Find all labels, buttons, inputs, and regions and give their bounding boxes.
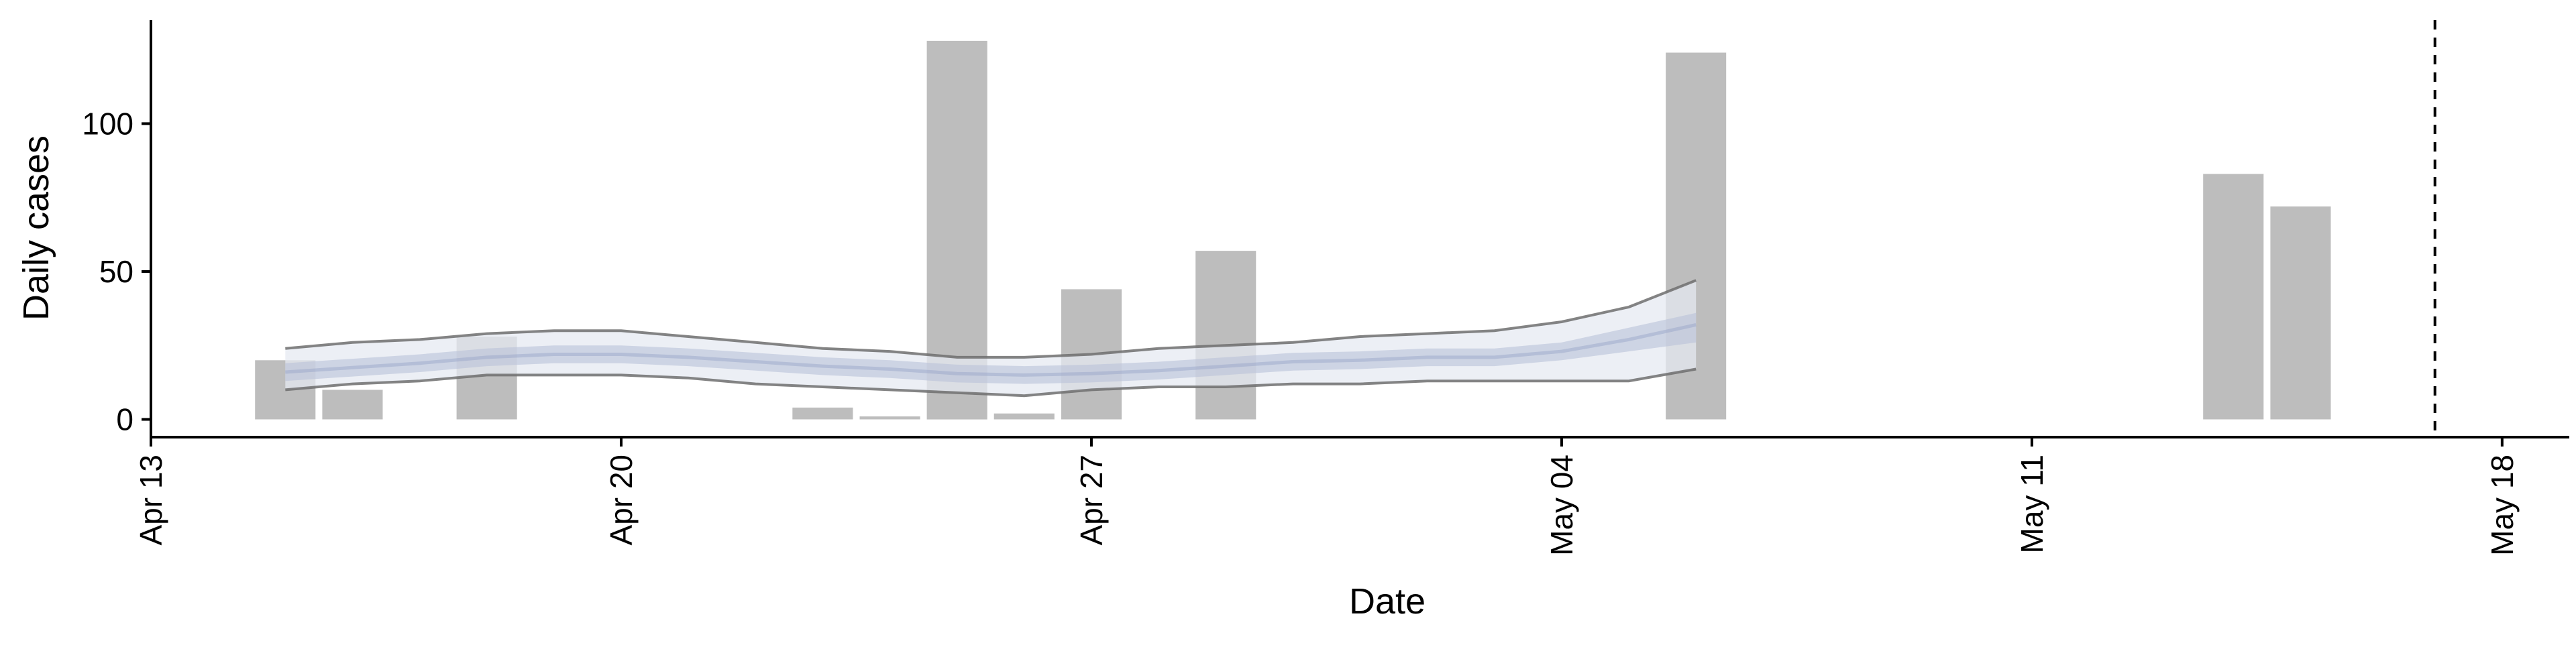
bar	[859, 416, 920, 420]
x-tick-label: May 11	[2015, 455, 2049, 553]
x-tick-label: Apr 20	[604, 455, 639, 546]
y-tick-label: 0	[116, 402, 133, 437]
y-axis-title: Daily cases	[16, 135, 56, 320]
estimate-upper-line	[285, 279, 1697, 359]
y-tick-label: 100	[82, 106, 133, 141]
x-axis-title: Date	[1349, 581, 1426, 622]
bar	[2203, 174, 2264, 420]
bar	[322, 390, 383, 420]
x-tick-label: Apr 27	[1074, 455, 1109, 546]
estimate-lower-line	[285, 367, 1697, 398]
estimate-median-line	[285, 322, 1697, 377]
estimate-inner-band	[285, 312, 1697, 384]
bar	[2270, 206, 2331, 420]
axes-layer: 0 50 100 Apr 13 Apr 20 Apr 27 May 04 May 11 May …	[82, 20, 2569, 556]
bar	[792, 407, 853, 420]
bar	[994, 413, 1055, 420]
x-tick-label: May 18	[2485, 455, 2520, 556]
bar	[1195, 251, 1256, 420]
y-tick-label: 50	[99, 254, 133, 289]
x-tick-label: May 04	[1544, 455, 1579, 556]
x-tick-label: Apr 13	[133, 455, 168, 546]
estimate-band-layer	[285, 279, 1697, 398]
